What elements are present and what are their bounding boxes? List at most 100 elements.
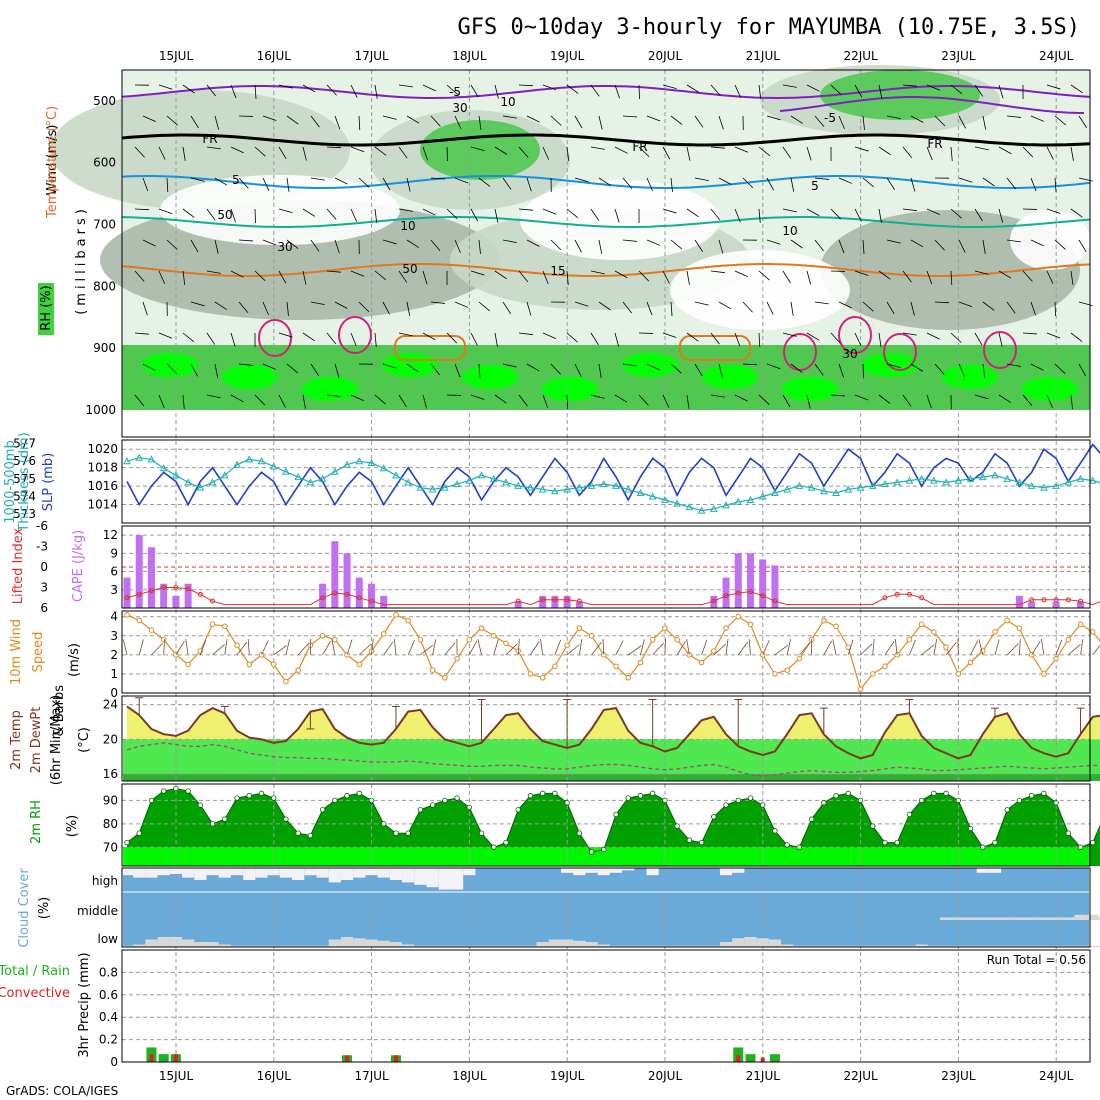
wind-barb [686, 639, 690, 655]
contour-label: 10 [400, 219, 415, 233]
wind-barb [622, 301, 632, 314]
wind-barb [718, 363, 723, 378]
wind-barb [854, 208, 862, 222]
date-tick-top: 20JUL [648, 49, 683, 63]
wind-barb [710, 332, 720, 345]
thickness-point [453, 480, 461, 488]
wind-barb [1022, 332, 1037, 335]
rh-closed-contour [338, 316, 372, 354]
thickness-point [795, 481, 804, 489]
wind-barb [926, 84, 941, 91]
rh2m-point [1016, 797, 1023, 804]
cape-bar [1052, 601, 1060, 608]
rh2m-point [332, 797, 338, 804]
li-point [894, 591, 900, 597]
cloud-high-bar [389, 868, 403, 880]
cape-bar [343, 553, 351, 608]
wind-barb [566, 644, 580, 656]
wind-speed-point [246, 661, 253, 668]
wind-barb [598, 239, 603, 254]
li-tick: 3 [40, 581, 48, 595]
wind-barb [970, 640, 979, 656]
wind-barb [894, 638, 898, 655]
wind-barb [998, 394, 1011, 403]
cloud-middle-bar [964, 917, 977, 920]
contour-label: 30 [452, 101, 467, 115]
cape-bar [1028, 601, 1036, 608]
wind-barb [1054, 301, 1056, 317]
wind-barb [670, 301, 673, 316]
rh2m-point [381, 821, 387, 827]
wind-barb [974, 146, 989, 151]
cloud-high-bar [463, 868, 476, 876]
date-tick-top: 18JUL [452, 49, 487, 63]
cloud-low-bar [646, 945, 659, 947]
temperature-contour [121, 175, 1091, 190]
wind-barb [134, 332, 149, 335]
rh2m-point [967, 825, 974, 832]
rh2m-tick: 70 [103, 840, 118, 854]
thickness-point [709, 504, 718, 512]
temperature-axis-label: Temperature (°C) [45, 106, 60, 219]
wind-speed-point [160, 636, 167, 643]
wind-barb [334, 239, 340, 254]
wind-barb [470, 146, 485, 151]
wind-barb [350, 146, 365, 153]
temp-label-1: 2m Temp [9, 710, 24, 770]
cloud-high-bar [646, 868, 659, 876]
temp-label-2: 2m DewPt [29, 707, 44, 774]
li-point [124, 595, 130, 601]
wind-barb [224, 638, 228, 655]
cloud-low-bar [475, 945, 488, 947]
cloud-middle-bar [988, 917, 1002, 920]
slp-line [126, 443, 1100, 507]
wind-barb [206, 146, 221, 150]
cloud-high-bar [414, 868, 427, 885]
rh-saturated-patch [142, 353, 198, 377]
wind-barb [862, 239, 865, 254]
cape-bar [514, 601, 522, 608]
wind-barb [958, 301, 973, 308]
wind-tick: 3 [110, 629, 118, 643]
wind-barb [1030, 115, 1045, 122]
thickness-point [159, 464, 168, 472]
wind-barb [238, 301, 249, 313]
wind-barb [926, 270, 933, 285]
wind-barb [262, 363, 277, 370]
cloud-high-bar [426, 868, 439, 888]
wind-barb [494, 394, 507, 404]
wind-speed-point [662, 625, 668, 631]
cloud-high-bar [133, 868, 146, 878]
wind-barb [910, 177, 916, 192]
rh-contour-region [670, 250, 850, 330]
li-point [369, 598, 374, 604]
wind-barb [478, 177, 491, 187]
wind-barb [710, 84, 721, 96]
wind-barb [958, 115, 966, 129]
wind-barb [430, 177, 445, 180]
wind-barb [302, 208, 316, 217]
slp-tick: 1016 [87, 479, 118, 493]
wind-barb [374, 146, 387, 156]
cloud-low-bar [169, 937, 183, 947]
wind-speed-point [417, 636, 424, 643]
wind-speed-point [735, 613, 742, 620]
cool-band [123, 774, 1100, 781]
pressure-tick: 900 [93, 341, 116, 355]
rh2m-point [124, 839, 130, 846]
li-point [576, 598, 582, 604]
li-axis-label: Lifted Index [11, 527, 26, 604]
thickness-point [758, 492, 767, 500]
wind-barb [254, 146, 266, 157]
wind-barb [622, 177, 633, 189]
wind-barb [518, 332, 533, 336]
wind-barb [494, 270, 507, 280]
li-point [161, 585, 167, 590]
thickness-point [917, 474, 926, 482]
wind-speed-point [674, 636, 680, 643]
rh2m-point [307, 832, 314, 839]
wind-barb [713, 643, 727, 656]
rh2m-point [503, 839, 509, 846]
wind-barb [854, 332, 862, 346]
wind-barb [958, 239, 966, 253]
